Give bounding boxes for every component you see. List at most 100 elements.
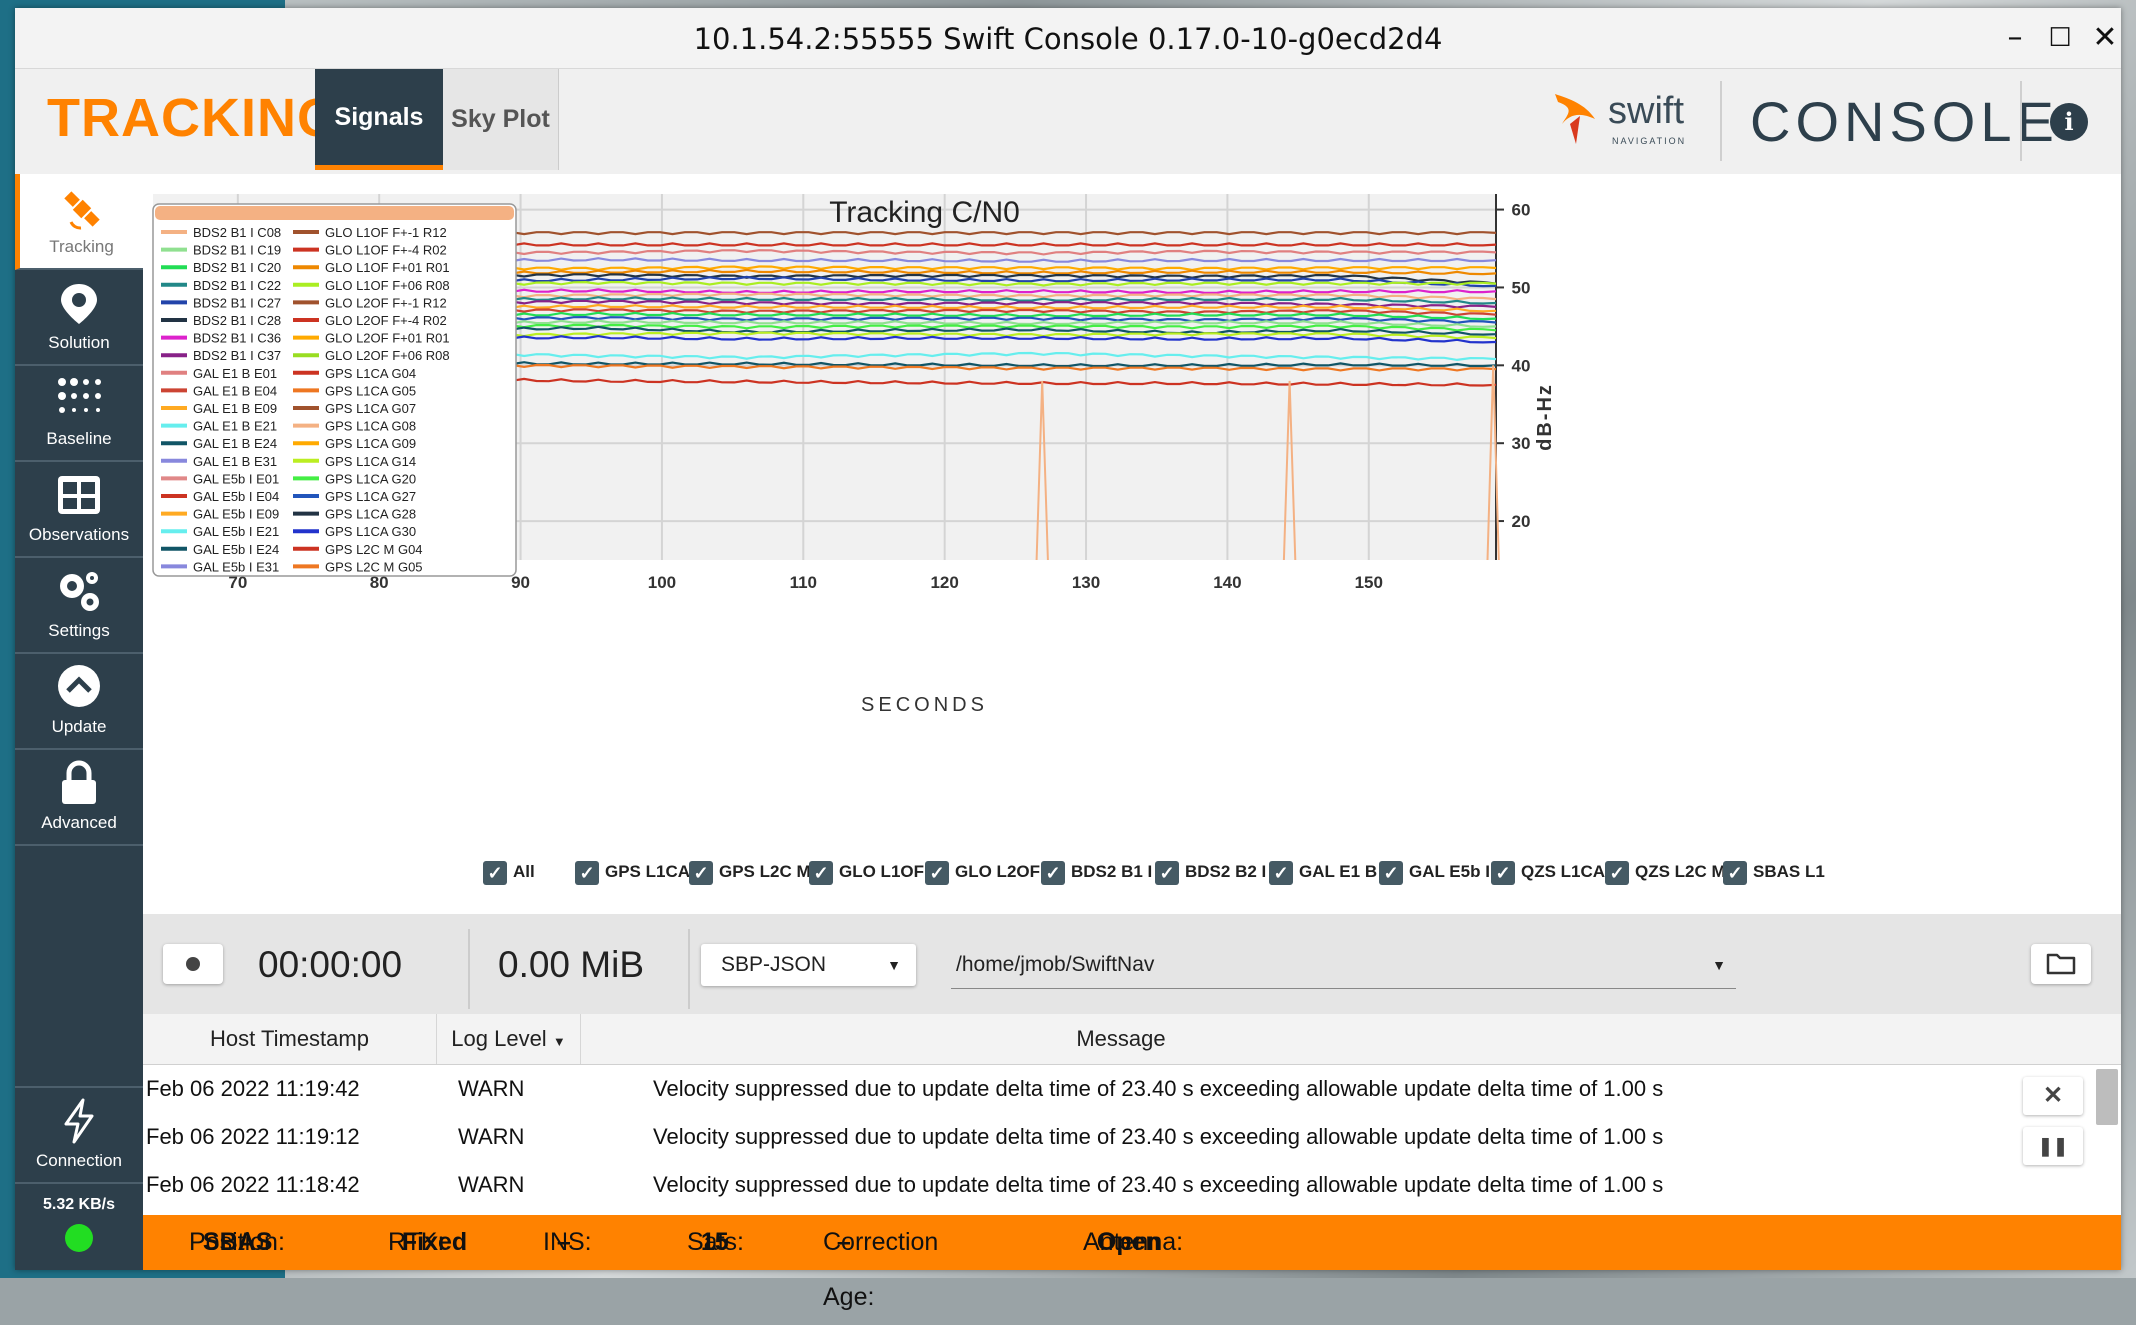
sidebar-item-advanced[interactable]: Advanced (15, 750, 143, 846)
toolbar-divider (468, 929, 470, 1009)
filter-checkbox-all[interactable]: ✓ All (483, 857, 535, 887)
col-log-level[interactable]: Log Level ▼ (437, 1014, 581, 1064)
col-message[interactable]: Message (1076, 1026, 1166, 1051)
info-icon[interactable]: i (2050, 103, 2088, 141)
status-position: Position: SBAS (189, 1215, 285, 1270)
minimize-button[interactable]: – (2007, 20, 2023, 55)
sidebar-item-tracking[interactable]: Tracking (15, 174, 143, 270)
legend-entry: GLO L2OF F+-4 R02 (325, 313, 447, 328)
filter-checkbox-gal-e1-b[interactable]: ✓ GAL E1 B (1269, 857, 1377, 887)
header-divider (2020, 81, 2022, 161)
filter-checkbox-gps-l1ca[interactable]: ✓ GPS L1CA (575, 857, 690, 887)
sidebar-item-label: Observations (28, 525, 130, 544)
status-corr-label: Correction Age: (823, 1228, 939, 1311)
sidebar-item-label: Update (51, 717, 107, 736)
spike-line (1486, 365, 1500, 561)
y-axis-label: dB-Hz (1534, 383, 1556, 451)
table-row[interactable]: Feb 06 2022 11:19:42 WARN Velocity suppr… (143, 1065, 2093, 1113)
table-row[interactable]: Feb 06 2022 11:18:42 WARN Velocity suppr… (143, 1161, 2093, 1209)
table-row[interactable]: Feb 06 2022 11:19:12 WARN Velocity suppr… (143, 1113, 2093, 1161)
x-axis-label: SECONDS (861, 694, 988, 716)
legend-entry: GPS L1CA G08 (325, 419, 416, 434)
filter-checkbox-bds2-b2-i[interactable]: ✓ BDS2 B2 I (1155, 857, 1266, 887)
x-tick-label: 80 (370, 573, 389, 592)
checkmark-icon: ✓ (1269, 860, 1293, 885)
sidebar-item-update[interactable]: Update (15, 654, 143, 750)
sidebar-item-baseline[interactable]: Baseline (15, 366, 143, 462)
legend-entry: GLO L1OF F+-4 R02 (325, 243, 447, 258)
tab-signals[interactable]: Signals (315, 69, 443, 170)
table-icon (15, 470, 143, 520)
status-corr-value: – (836, 1228, 851, 1256)
log-table-body: Feb 06 2022 11:19:42 WARN Velocity suppr… (143, 1065, 2121, 1215)
clear-log-button[interactable]: ✕ (2023, 1077, 2083, 1115)
filter-checkbox-gps-l2c-m[interactable]: ✓ GPS L2C M (689, 857, 811, 887)
record-icon (186, 957, 200, 971)
format-select[interactable]: SBP-JSON ▼ (701, 944, 916, 986)
legend-entry: BDS2 B1 I C37 (193, 348, 281, 363)
sidebar-item-settings[interactable]: Settings (15, 558, 143, 654)
folder-button[interactable] (2031, 944, 2091, 984)
legend-entry: BDS2 B1 I C27 (193, 295, 281, 310)
spike-line (1282, 380, 1297, 561)
filter-label: BDS2 B1 I (1071, 862, 1153, 881)
x-tick-label: 110 (790, 573, 817, 592)
filter-checkbox-sbas-l1[interactable]: ✓ SBAS L1 (1723, 857, 1825, 887)
log-path-value: /home/jmob/SwiftNav (956, 953, 1155, 976)
status-sats-value: 15 (700, 1228, 729, 1256)
recording-toolbar: 00:00:00 0.00 MiB SBP-JSON ▼ /home/jmob/S… (143, 914, 2121, 1014)
logo-word: swift (1608, 90, 1684, 132)
legend-header-bar (155, 206, 514, 220)
legend-entry: GAL E1 B E24 (193, 436, 277, 451)
pause-log-button[interactable]: ❚❚ (2023, 1127, 2083, 1165)
status-rtk: RTK: Fixed (388, 1215, 467, 1270)
tracking-plot-panel: 70 80 90 100 110 120 130 140 150 20 30 40 50 60 Tracki… (143, 174, 2121, 914)
maximize-button[interactable]: ☐ (2048, 23, 2072, 53)
legend-entry: BDS2 B1 I C20 (193, 260, 281, 275)
recording-elapsed: 00:00:00 (258, 944, 403, 985)
legend-entry: GAL E5b I E01 (193, 471, 279, 486)
filter-label: All (513, 862, 535, 881)
chevron-down-icon: ▼ (1712, 957, 1726, 973)
filter-label: GLO L2OF (955, 862, 1040, 881)
row-message: Velocity suppressed due to update delta … (653, 1172, 1664, 1197)
log-path-input[interactable]: /home/jmob/SwiftNav ▼ (951, 944, 1736, 989)
sidebar-item-label: Solution (48, 333, 110, 352)
col-host-timestamp[interactable]: Host Timestamp (143, 1014, 437, 1064)
log-scrollbar[interactable] (2096, 1069, 2118, 1125)
filter-checkbox-qzs-l1ca[interactable]: ✓ QZS L1CA (1491, 857, 1605, 887)
legend-entry: BDS2 B1 I C22 (193, 278, 281, 293)
filter-checkbox-qzs-l2c-m[interactable]: ✓ QZS L2C M (1605, 857, 1726, 887)
status-bar: Position: SBAS RTK: Fixed INS: – Sats: 1… (143, 1215, 2121, 1311)
filter-checkbox-gal-e5b-i[interactable]: ✓ GAL E5b I (1379, 857, 1490, 887)
brand-title: CONSOLE (1750, 90, 2059, 153)
status-rtk-label: RTK: (388, 1228, 445, 1256)
filter-checkbox-glo-l2of[interactable]: ✓ GLO L2OF (925, 857, 1040, 887)
checkmark-icon: ✓ (1605, 860, 1629, 885)
legend-entry: GAL E1 B E04 (193, 383, 277, 398)
sidebar-item-label: Tracking (49, 237, 114, 256)
data-rate: 5.32 KB/s (42, 1196, 116, 1213)
filter-checkbox-bds2-b1-i[interactable]: ✓ BDS2 B1 I (1041, 857, 1152, 887)
status-ins-label: INS: (543, 1228, 592, 1256)
y-tick-label: 30 (1512, 434, 1531, 453)
checkmark-icon: ✓ (575, 860, 599, 885)
legend-entry: GLO L2OF F+06 R08 (325, 348, 450, 363)
tab-sky-plot[interactable]: Sky Plot (443, 69, 559, 170)
sidebar-item-observations[interactable]: Observations (15, 462, 143, 558)
header-divider (1720, 81, 1722, 161)
row-message: Velocity suppressed due to update delta … (653, 1076, 1664, 1101)
legend-entry: BDS2 B1 I C28 (193, 313, 281, 328)
close-button[interactable]: ✕ (2092, 20, 2118, 55)
toolbar-divider (688, 929, 690, 1009)
row-timestamp: Feb 06 2022 11:19:12 (146, 1124, 360, 1149)
record-button[interactable] (163, 944, 223, 984)
filter-label: GAL E1 B (1299, 862, 1378, 881)
legend-entry: GPS L1CA G04 (325, 366, 416, 381)
filter-checkbox-glo-l1of[interactable]: ✓ GLO L1OF (809, 857, 924, 887)
sidebar-item-connection[interactable]: Connection (15, 1086, 143, 1184)
sidebar-item-solution[interactable]: Solution (15, 270, 143, 366)
filter-label: SBAS L1 (1753, 862, 1825, 881)
legend-entry: GAL E5b I E04 (193, 489, 279, 504)
header: TRACKING Signals Sky Plot swift NAVIGATI… (15, 69, 2121, 175)
